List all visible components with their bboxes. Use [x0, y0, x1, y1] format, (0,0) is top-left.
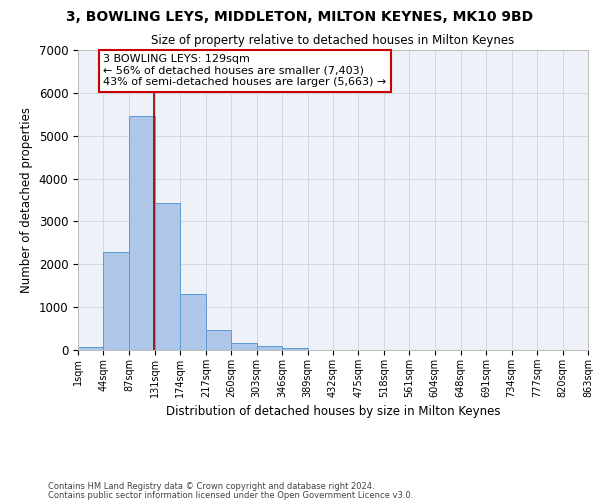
Bar	[155, 203, 181, 350]
Text: Contains HM Land Registry data © Crown copyright and database right 2024.: Contains HM Land Registry data © Crown c…	[48, 482, 374, 491]
Bar	[257, 346, 282, 350]
X-axis label: Distribution of detached houses by size in Milton Keynes: Distribution of detached houses by size …	[166, 406, 500, 418]
Bar	[231, 344, 257, 350]
Bar	[282, 348, 308, 350]
Text: 3, BOWLING LEYS, MIDDLETON, MILTON KEYNES, MK10 9BD: 3, BOWLING LEYS, MIDDLETON, MILTON KEYNE…	[67, 10, 533, 24]
Text: Contains public sector information licensed under the Open Government Licence v3: Contains public sector information licen…	[48, 490, 413, 500]
Bar	[103, 252, 129, 350]
Bar	[78, 346, 103, 350]
Y-axis label: Number of detached properties: Number of detached properties	[20, 107, 33, 293]
Text: 3 BOWLING LEYS: 129sqm
← 56% of detached houses are smaller (7,403)
43% of semi-: 3 BOWLING LEYS: 129sqm ← 56% of detached…	[103, 54, 386, 88]
Title: Size of property relative to detached houses in Milton Keynes: Size of property relative to detached ho…	[151, 34, 515, 48]
Bar	[206, 330, 231, 350]
Bar	[129, 116, 155, 350]
Bar	[181, 294, 206, 350]
